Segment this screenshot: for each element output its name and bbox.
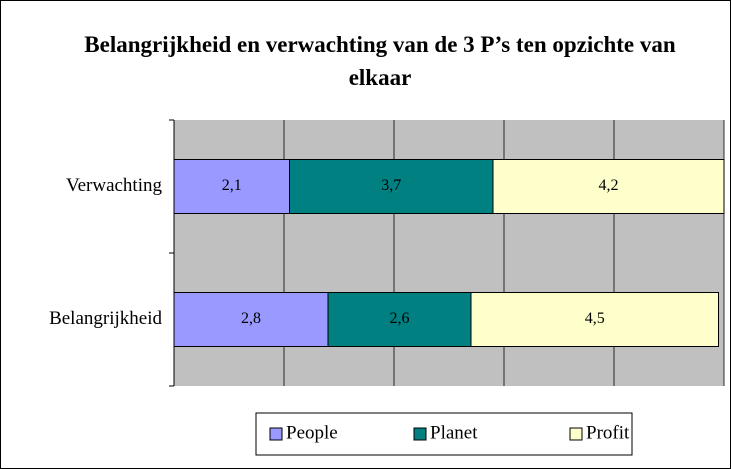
chart-title: Belangrijkheid en verwachting van de 3 P… <box>84 32 676 90</box>
legend-swatch <box>569 427 583 441</box>
data-label: 4,5 <box>585 310 605 327</box>
legend-swatch <box>413 427 427 441</box>
data-label: 3,7 <box>381 177 401 194</box>
data-label: 2,1 <box>222 177 242 194</box>
legend-label: Planet <box>430 422 478 443</box>
legend-swatch <box>269 427 283 441</box>
data-label: 4,2 <box>599 177 619 194</box>
bar <box>470 292 719 347</box>
bar <box>327 292 472 347</box>
data-label: 2,6 <box>390 310 410 327</box>
y-tick-label: Verwachting <box>66 175 163 196</box>
bar <box>173 292 329 347</box>
bar <box>173 159 290 214</box>
y-tick-label: Belangrijkheid <box>49 308 162 329</box>
data-label: 2,8 <box>241 310 261 327</box>
bar <box>492 159 725 214</box>
bar <box>289 159 494 214</box>
legend-box <box>255 412 633 456</box>
legend-label: Profit <box>586 422 630 443</box>
legend-label: People <box>286 422 338 443</box>
